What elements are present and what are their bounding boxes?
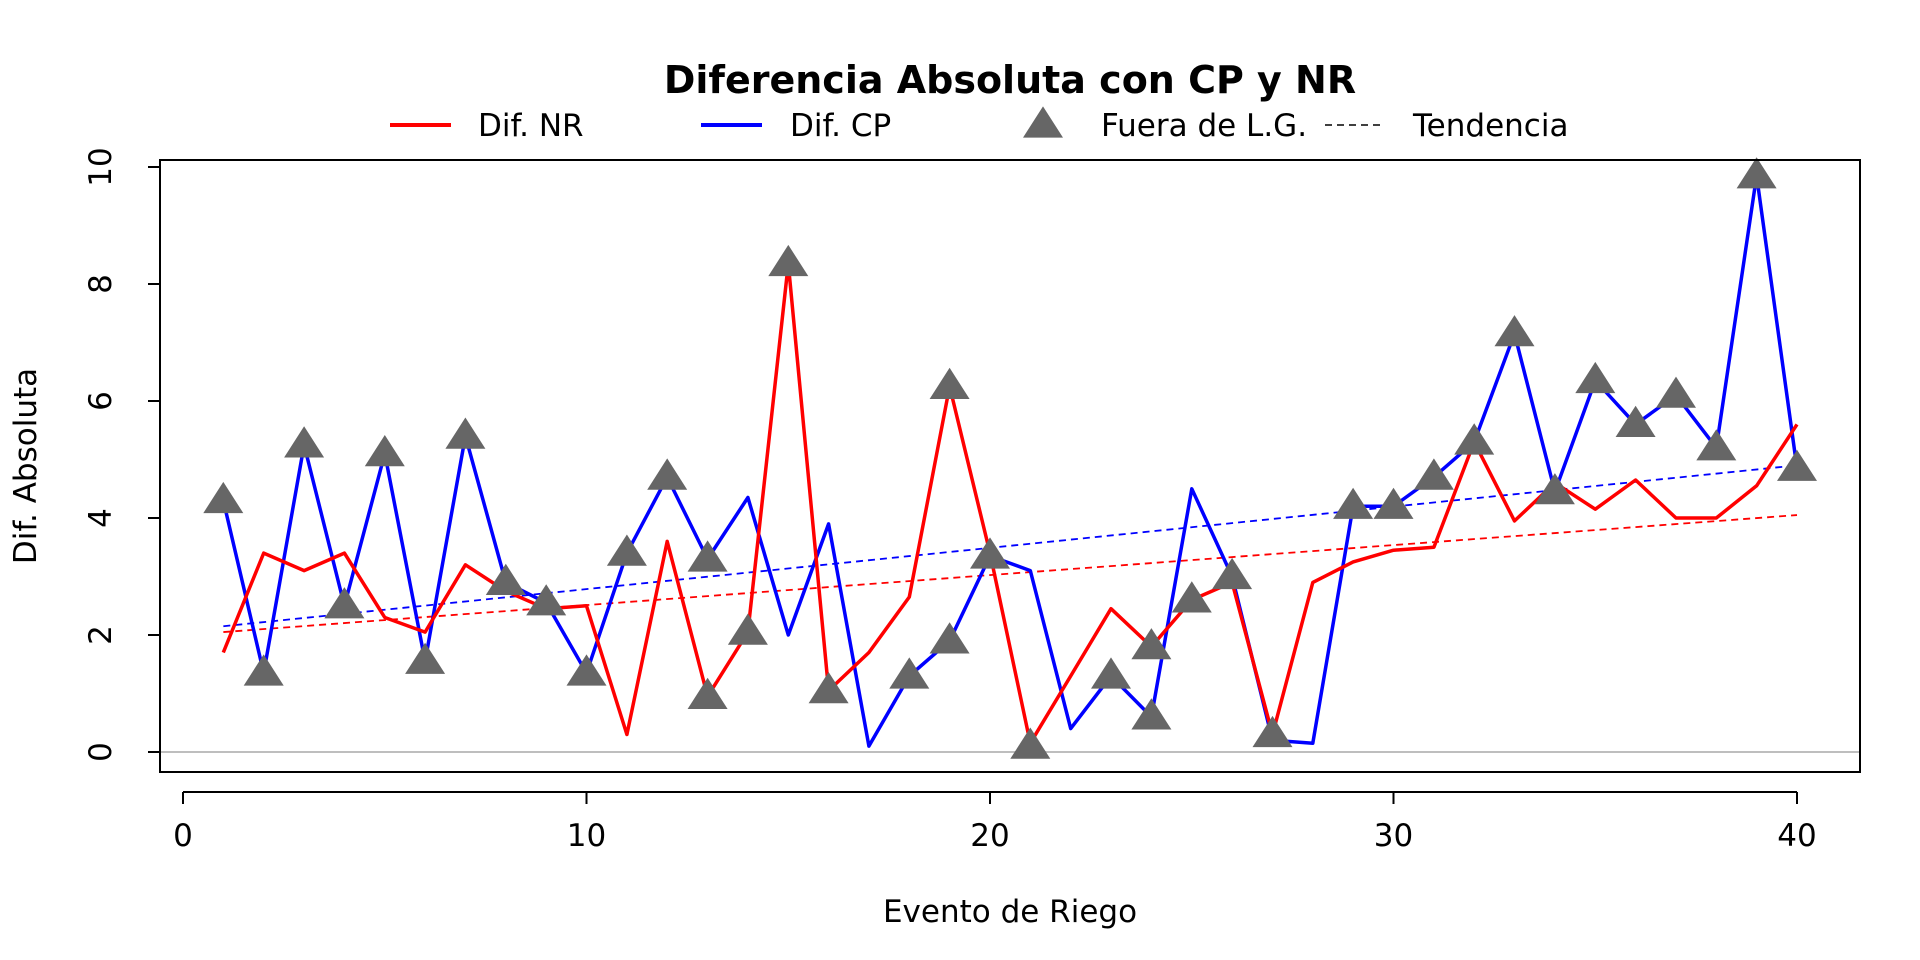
y-tick-label: 10 <box>83 147 119 186</box>
legend: Dif. NR Dif. CP Fuera de L.G. Tendencia <box>390 106 1568 144</box>
y-tick-label: 4 <box>83 508 119 528</box>
legend-label: Dif. CP <box>790 108 891 144</box>
outlier-marker <box>324 587 365 619</box>
series-line-nr <box>221 261 1799 745</box>
x-tick-label: 40 <box>1777 818 1816 854</box>
outlier-marker <box>1736 157 1777 189</box>
legend-swatch-outlier <box>1023 106 1063 138</box>
outlier-marker <box>1696 429 1737 461</box>
outlier-marker <box>243 654 284 686</box>
outlier-marker <box>647 458 688 490</box>
outlier-marker <box>364 435 405 467</box>
x-tick-label: 0 <box>173 818 193 854</box>
outlier-marker <box>1131 698 1172 730</box>
outlier-marker <box>405 642 446 674</box>
outlier-marker <box>1131 628 1172 660</box>
outlier-marker <box>1656 376 1696 408</box>
outlier-marker <box>485 563 526 595</box>
outlier-marker <box>1413 458 1454 490</box>
outlier-marker <box>970 537 1010 569</box>
outlier-marker <box>1454 423 1495 455</box>
outlier-marker <box>808 672 849 704</box>
outlier-marker <box>203 481 244 514</box>
outlier-marker <box>606 534 647 566</box>
outlier-marker <box>1010 727 1051 759</box>
outlier-marker <box>687 540 728 572</box>
outlier-marker <box>284 426 325 458</box>
outlier-marker <box>1373 487 1414 519</box>
plot-area <box>160 157 1860 759</box>
y-axis: 0 2 4 6 8 10 <box>83 147 161 762</box>
outlier-marker <box>1534 473 1575 505</box>
outlier-marker <box>1333 487 1374 519</box>
outlier-marker <box>889 657 930 689</box>
outlier-marker <box>929 367 970 399</box>
outlier-marker <box>768 244 809 277</box>
outlier-marker <box>1494 315 1535 347</box>
y-tick-label: 8 <box>83 274 119 294</box>
outlier-marker <box>1212 557 1253 590</box>
legend-label: Fuera de L.G. <box>1101 108 1307 144</box>
outlier-marker <box>929 622 970 654</box>
series-line-cp <box>221 174 1799 748</box>
outlier-marker <box>687 677 728 709</box>
x-axis: 0 10 20 30 40 <box>173 791 1817 854</box>
x-tick-label: 10 <box>567 818 606 854</box>
x-tick-label: 20 <box>970 818 1009 854</box>
outlier-marker <box>1171 581 1212 613</box>
legend-label: Tendencia <box>1412 108 1568 144</box>
chart-title: Diferencia Absoluta con CP y NR <box>664 58 1356 102</box>
legend-label: Dif. NR <box>478 108 584 144</box>
x-axis-label: Evento de Riego <box>883 894 1137 930</box>
outlier-marker <box>1091 657 1131 689</box>
y-axis-label: Dif. Absoluta <box>8 368 44 564</box>
outlier-marker <box>526 584 567 616</box>
y-tick-label: 6 <box>83 391 119 411</box>
outlier-marker <box>727 613 768 645</box>
outlier-marker <box>566 654 607 686</box>
trend-line-nr <box>223 514 1798 633</box>
x-tick-label: 30 <box>1374 818 1413 854</box>
y-tick-label: 0 <box>83 742 119 762</box>
y-tick-label: 2 <box>83 625 119 645</box>
outlier-marker <box>1777 449 1817 481</box>
outlier-marker <box>1252 715 1293 748</box>
outlier-marker <box>1575 361 1616 394</box>
outlier-marker <box>1615 405 1656 437</box>
outlier-marker <box>445 417 486 449</box>
